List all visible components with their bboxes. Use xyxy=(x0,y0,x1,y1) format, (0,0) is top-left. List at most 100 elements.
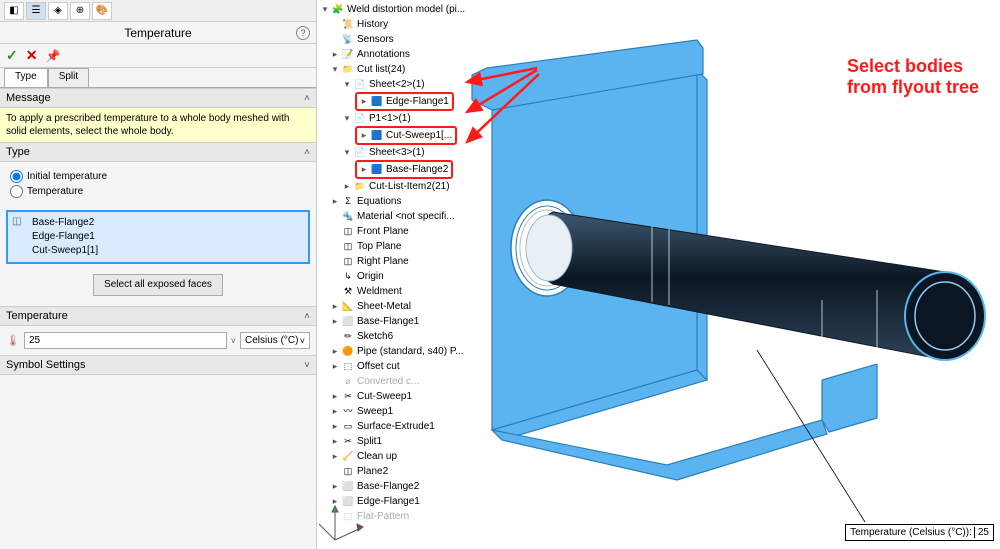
twisty-icon[interactable]: ▸ xyxy=(331,48,339,62)
twisty-icon[interactable]: ▸ xyxy=(331,435,339,449)
twisty-icon[interactable]: ▸ xyxy=(343,180,351,194)
tree-item[interactable]: ⬚Flat-Pattern xyxy=(319,509,475,524)
tree-item[interactable]: ▸📐Sheet-Metal xyxy=(319,299,475,314)
tree-item[interactable]: ✏Sketch6 xyxy=(319,329,475,344)
tree-item[interactable]: ▾📄Sheet<2>(1) xyxy=(319,77,475,92)
twisty-icon[interactable]: ▾ xyxy=(343,78,351,92)
tree-item[interactable]: ⌀Converted c... xyxy=(319,374,475,389)
tree-item[interactable]: ▸✂Cut-Sweep1 xyxy=(319,389,475,404)
feature-icon: 📝 xyxy=(342,49,354,61)
temperature-section-header[interactable]: Temperature ˄ xyxy=(0,306,316,326)
tree-item[interactable]: ▸ΣEquations xyxy=(319,194,475,209)
selection-item[interactable]: Base-Flange2 xyxy=(32,216,98,230)
tb-btn-5[interactable]: 🎨 xyxy=(92,2,112,20)
twisty-icon[interactable]: ▸ xyxy=(331,315,339,329)
tree-item[interactable]: ▸⬜Edge-Flange1 xyxy=(319,494,475,509)
tree-item[interactable]: 📡Sensors xyxy=(319,32,475,47)
tree-item-label: Plane2 xyxy=(357,464,388,479)
radio-temperature-input[interactable] xyxy=(10,185,23,198)
twisty-icon[interactable]: ▾ xyxy=(343,146,351,160)
twisty-icon[interactable]: ▸ xyxy=(331,345,339,359)
tb-btn-4[interactable]: ⊕ xyxy=(70,2,90,20)
select-all-exposed-button[interactable]: Select all exposed faces xyxy=(93,274,223,296)
ok-button[interactable]: ✓ xyxy=(6,47,18,64)
twisty-icon[interactable]: ▸ xyxy=(360,163,368,177)
tree-item[interactable]: ▸🟠Pipe (standard, s40) P... xyxy=(319,344,475,359)
tree-item-label: Edge-Flange1 xyxy=(386,94,449,109)
highlighted-body[interactable]: ▸🟦Edge-Flange1 xyxy=(355,92,454,111)
tree-item[interactable]: ▸〰Sweep1 xyxy=(319,404,475,419)
tree-item[interactable]: ▸✂Split1 xyxy=(319,434,475,449)
selection-item[interactable]: Edge-Flange1 xyxy=(32,230,98,244)
temperature-input[interactable] xyxy=(24,332,227,349)
tree-item[interactable]: ▾📄P1<1>(1) xyxy=(319,111,475,126)
twisty-icon[interactable]: ▸ xyxy=(360,95,368,109)
twisty-icon[interactable]: ▾ xyxy=(321,3,329,17)
radio-initial-temp-input[interactable] xyxy=(10,170,23,183)
tree-item[interactable]: ◫Right Plane xyxy=(319,254,475,269)
tree-item[interactable]: ↳Origin xyxy=(319,269,475,284)
help-icon[interactable]: ? xyxy=(296,26,310,40)
tree-item[interactable]: ◫Front Plane xyxy=(319,224,475,239)
twisty-icon[interactable]: ▸ xyxy=(331,495,339,509)
tree-item[interactable]: ▸🟦Base-Flange2 xyxy=(319,160,475,179)
tab-type[interactable]: Type xyxy=(4,68,48,87)
twisty-icon[interactable]: ▸ xyxy=(331,195,339,209)
cancel-button[interactable]: ✕ xyxy=(26,47,38,64)
feature-icon: 📜 xyxy=(342,19,354,31)
tb-btn-1[interactable]: ◧ xyxy=(4,2,24,20)
twisty-icon[interactable]: ▸ xyxy=(331,300,339,314)
tree-item[interactable]: 🔩Material <not specifi... xyxy=(319,209,475,224)
twisty-icon[interactable]: ▸ xyxy=(331,405,339,419)
tree-item-label: Front Plane xyxy=(357,224,409,239)
symbol-settings-header[interactable]: Symbol Settings ˅ xyxy=(0,355,316,375)
twisty-icon[interactable]: ▾ xyxy=(343,112,351,126)
tree-item[interactable]: ▸⬜Base-Flange2 xyxy=(319,479,475,494)
feature-icon: ⬜ xyxy=(342,316,354,328)
flyout-tree[interactable]: ▾ 🧩 Weld distortion model (pi... 📜Histor… xyxy=(317,0,477,526)
tab-split[interactable]: Split xyxy=(48,68,89,87)
tree-item[interactable]: ▸▭Surface-Extrude1 xyxy=(319,419,475,434)
twisty-icon[interactable]: ▸ xyxy=(331,390,339,404)
tree-root[interactable]: ▾ 🧩 Weld distortion model (pi... xyxy=(319,2,475,17)
tree-item[interactable]: ▸📁Cut-List-Item2(21) xyxy=(319,179,475,194)
tree-item[interactable]: ▾📁Cut list(24) xyxy=(319,62,475,77)
feature-icon: ↳ xyxy=(342,271,354,283)
dropdown-icon[interactable]: ˅ xyxy=(231,336,236,346)
tree-item[interactable]: ▸🧹Clean up xyxy=(319,449,475,464)
tree-item[interactable]: ▸⬚Offset cut xyxy=(319,359,475,374)
tree-item[interactable]: ▸📝Annotations xyxy=(319,47,475,62)
type-section-header[interactable]: Type ˄ xyxy=(0,142,316,162)
tree-item-label: Equations xyxy=(357,194,401,209)
tree-item[interactable]: ◫Plane2 xyxy=(319,464,475,479)
tree-item[interactable]: 📜History xyxy=(319,17,475,32)
feature-icon: ✏ xyxy=(342,331,354,343)
tree-item[interactable]: ◫Top Plane xyxy=(319,239,475,254)
chevron-down-icon: ˅ xyxy=(304,360,310,371)
tree-item[interactable]: ▸🟦Edge-Flange1 xyxy=(319,92,475,111)
radio-temperature[interactable]: Temperature xyxy=(10,185,306,198)
radio-initial-temp[interactable]: Initial temperature xyxy=(10,170,306,183)
tb-btn-3[interactable]: ◈ xyxy=(48,2,68,20)
message-header[interactable]: Message ˄ xyxy=(0,88,316,108)
temperature-tag[interactable]: Temperature (Celsius (°C)): 25 xyxy=(845,524,994,541)
selection-item[interactable]: Cut-Sweep1[1] xyxy=(32,244,98,258)
twisty-icon[interactable]: ▸ xyxy=(331,360,339,374)
feature-icon: ⬜ xyxy=(342,496,354,508)
tb-btn-2[interactable]: ☰ xyxy=(26,2,46,20)
tree-item[interactable]: ▾📄Sheet<3>(1) xyxy=(319,145,475,160)
tree-item[interactable]: ⚒Weldment xyxy=(319,284,475,299)
twisty-icon[interactable]: ▸ xyxy=(360,129,368,143)
tree-item[interactable]: ▸🟦Cut-Sweep1[... xyxy=(319,126,475,145)
twisty-icon[interactable]: ▾ xyxy=(331,63,339,77)
twisty-icon[interactable]: ▸ xyxy=(331,420,339,434)
highlighted-body[interactable]: ▸🟦Base-Flange2 xyxy=(355,160,453,179)
body-selection-box[interactable]: ◫ Base-Flange2 Edge-Flange1 Cut-Sweep1[1… xyxy=(6,210,310,264)
highlighted-body[interactable]: ▸🟦Cut-Sweep1[... xyxy=(355,126,457,145)
unit-dropdown[interactable]: Celsius (°C) ˅ xyxy=(240,332,310,349)
feature-icon: ⚒ xyxy=(342,286,354,298)
tree-item[interactable]: ▸⬜Base-Flange1 xyxy=(319,314,475,329)
twisty-icon[interactable]: ▸ xyxy=(331,450,339,464)
twisty-icon[interactable]: ▸ xyxy=(331,480,339,494)
pin-button[interactable]: 📌 xyxy=(45,49,60,63)
